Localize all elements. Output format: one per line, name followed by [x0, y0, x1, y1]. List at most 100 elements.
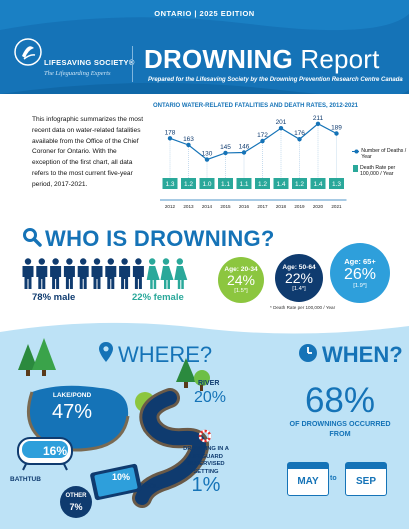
rate-box: [181, 178, 196, 189]
female-person-icon: [174, 258, 188, 289]
male-percentage: 78% male: [32, 292, 76, 303]
other-label: OTHER: [65, 493, 87, 499]
x-tick-label: 2021: [331, 204, 342, 209]
deaths-value-label: 163: [183, 136, 194, 143]
background-wave-decoration: [0, 320, 409, 334]
male-person-icon: [119, 258, 131, 289]
rate-value-label: 1.3: [332, 181, 341, 188]
deaths-value-label: 201: [276, 119, 287, 126]
x-tick-label: 2012: [165, 204, 176, 209]
rate-value-label: 1.1: [221, 181, 230, 188]
deaths-line: [169, 123, 337, 161]
clock-icon: [299, 344, 317, 362]
deaths-value-label: 211: [313, 115, 324, 122]
age-circle-65-plus: Age: 65+ 26% [1.9*]: [330, 243, 390, 303]
people-icons: [22, 258, 188, 289]
to-label: to: [330, 475, 337, 482]
age-rate: [1.5*]: [234, 288, 248, 294]
search-icon: [23, 228, 42, 247]
x-tick-label: 2017: [257, 204, 268, 209]
legend-box-icon: [353, 164, 359, 172]
intro-text: This infographic summarizes the most rec…: [32, 116, 144, 188]
pool-label: POOL: [140, 483, 159, 490]
report-title: DROWNING Report: [144, 44, 380, 75]
rate-value-label: 1.2: [184, 181, 193, 188]
rate-box: [162, 178, 178, 189]
rate-box: [236, 178, 252, 189]
edition-label: ONTARIO | 2025 EDITION: [154, 9, 255, 18]
deaths-point: [241, 150, 247, 155]
rate-box: [199, 178, 215, 189]
deaths-value-label: 146: [239, 144, 250, 151]
calendar-sep: SEP: [345, 462, 387, 496]
x-tick-label: 2019: [294, 204, 305, 209]
rate-value-label: 1.3: [165, 181, 174, 188]
deaths-value-label: 178: [165, 129, 176, 136]
legend-rate: Death Rate per 100,000 / Year: [352, 164, 407, 178]
rate-value-label: 1.4: [313, 181, 322, 188]
supervised-pct: 1%: [191, 474, 221, 496]
report-title-rest: Report: [292, 44, 380, 74]
deaths-point: [167, 136, 173, 141]
age-circle-20-34: Age: 20-34 24% [1.5*]: [218, 257, 264, 303]
legend-deaths: Number of Deaths / Year: [352, 148, 407, 161]
male-person-icon: [77, 258, 89, 289]
when-title: WHEN?: [322, 342, 403, 367]
legend-line-icon: [352, 149, 360, 154]
age-label: Age: 65+: [344, 257, 376, 266]
header-divider: [132, 46, 133, 82]
x-tick-label: 2014: [202, 204, 213, 209]
male-person-icon: [132, 258, 144, 289]
fatalities-chart: 178 163 130 145 146 172 201 176 211 189 1.3 1.2 1.0 1…: [160, 115, 347, 209]
rate-value-label: 1.0: [202, 181, 211, 188]
report-header: [0, 0, 409, 94]
male-person-icon: [91, 258, 103, 289]
rate-value-label: 1.1: [239, 181, 248, 188]
river-label: RIVER: [198, 380, 220, 387]
rate-box: [310, 178, 326, 189]
deaths-value-label: 145: [220, 144, 231, 151]
rate-box: [255, 178, 270, 189]
chart-title: ONTARIO WATER-RELATED FATALITIES AND DEA…: [153, 103, 359, 109]
calendar-may: MAY: [287, 462, 329, 496]
deaths-value-label: 176: [294, 130, 305, 137]
rate-box: [218, 178, 233, 189]
age-pct: 22%: [284, 270, 314, 286]
age-rate: [1.4*]: [292, 286, 306, 292]
x-tick-label: 2016: [239, 204, 250, 209]
where-illustration: [17, 338, 212, 518]
rate-value-label: 1.4: [276, 181, 285, 188]
age-label: Age: 50-64: [282, 264, 316, 271]
deaths-point: [297, 137, 302, 142]
chart-legend: Number of Deaths / Year Death Rate per 1…: [352, 148, 407, 178]
other-pct: 7%: [69, 502, 83, 512]
report-title-bold: DROWNING: [144, 44, 293, 74]
rate-box: [292, 178, 307, 189]
male-person-icon: [22, 258, 34, 289]
calendar-header: [288, 463, 328, 469]
deaths-value-label: 189: [331, 124, 342, 131]
x-tick-label: 2020: [313, 204, 324, 209]
deaths-point: [315, 121, 321, 126]
male-person-icon: [105, 258, 117, 289]
report-subtitle: Prepared for the Lifesaving Society by t…: [148, 77, 403, 83]
age-pct: 26%: [343, 266, 377, 283]
org-tagline: The Lifeguarding Experts: [44, 70, 111, 77]
month-to: SEP: [355, 476, 376, 487]
deaths-point: [334, 131, 339, 136]
male-person-icon: [36, 258, 48, 289]
location-pin-icon: [99, 342, 113, 362]
rate-box: [329, 178, 344, 189]
when-text: OF DROWNINGS OCCURRED FROM: [289, 419, 391, 438]
female-percentage: 22% female: [132, 292, 184, 303]
where-title: WHERE?: [118, 342, 213, 367]
x-tick-label: 2015: [220, 204, 231, 209]
calendar-header: [346, 463, 386, 469]
x-tick-label: 2018: [276, 204, 287, 209]
rate-value-label: 1.2: [258, 181, 267, 188]
deaths-point: [278, 125, 284, 131]
x-tick-label: 2013: [183, 204, 194, 209]
header-wave-decoration: [0, 0, 409, 94]
who-title: WHO IS DROWNING?: [45, 226, 275, 251]
lake-pct: 47%: [51, 401, 93, 423]
